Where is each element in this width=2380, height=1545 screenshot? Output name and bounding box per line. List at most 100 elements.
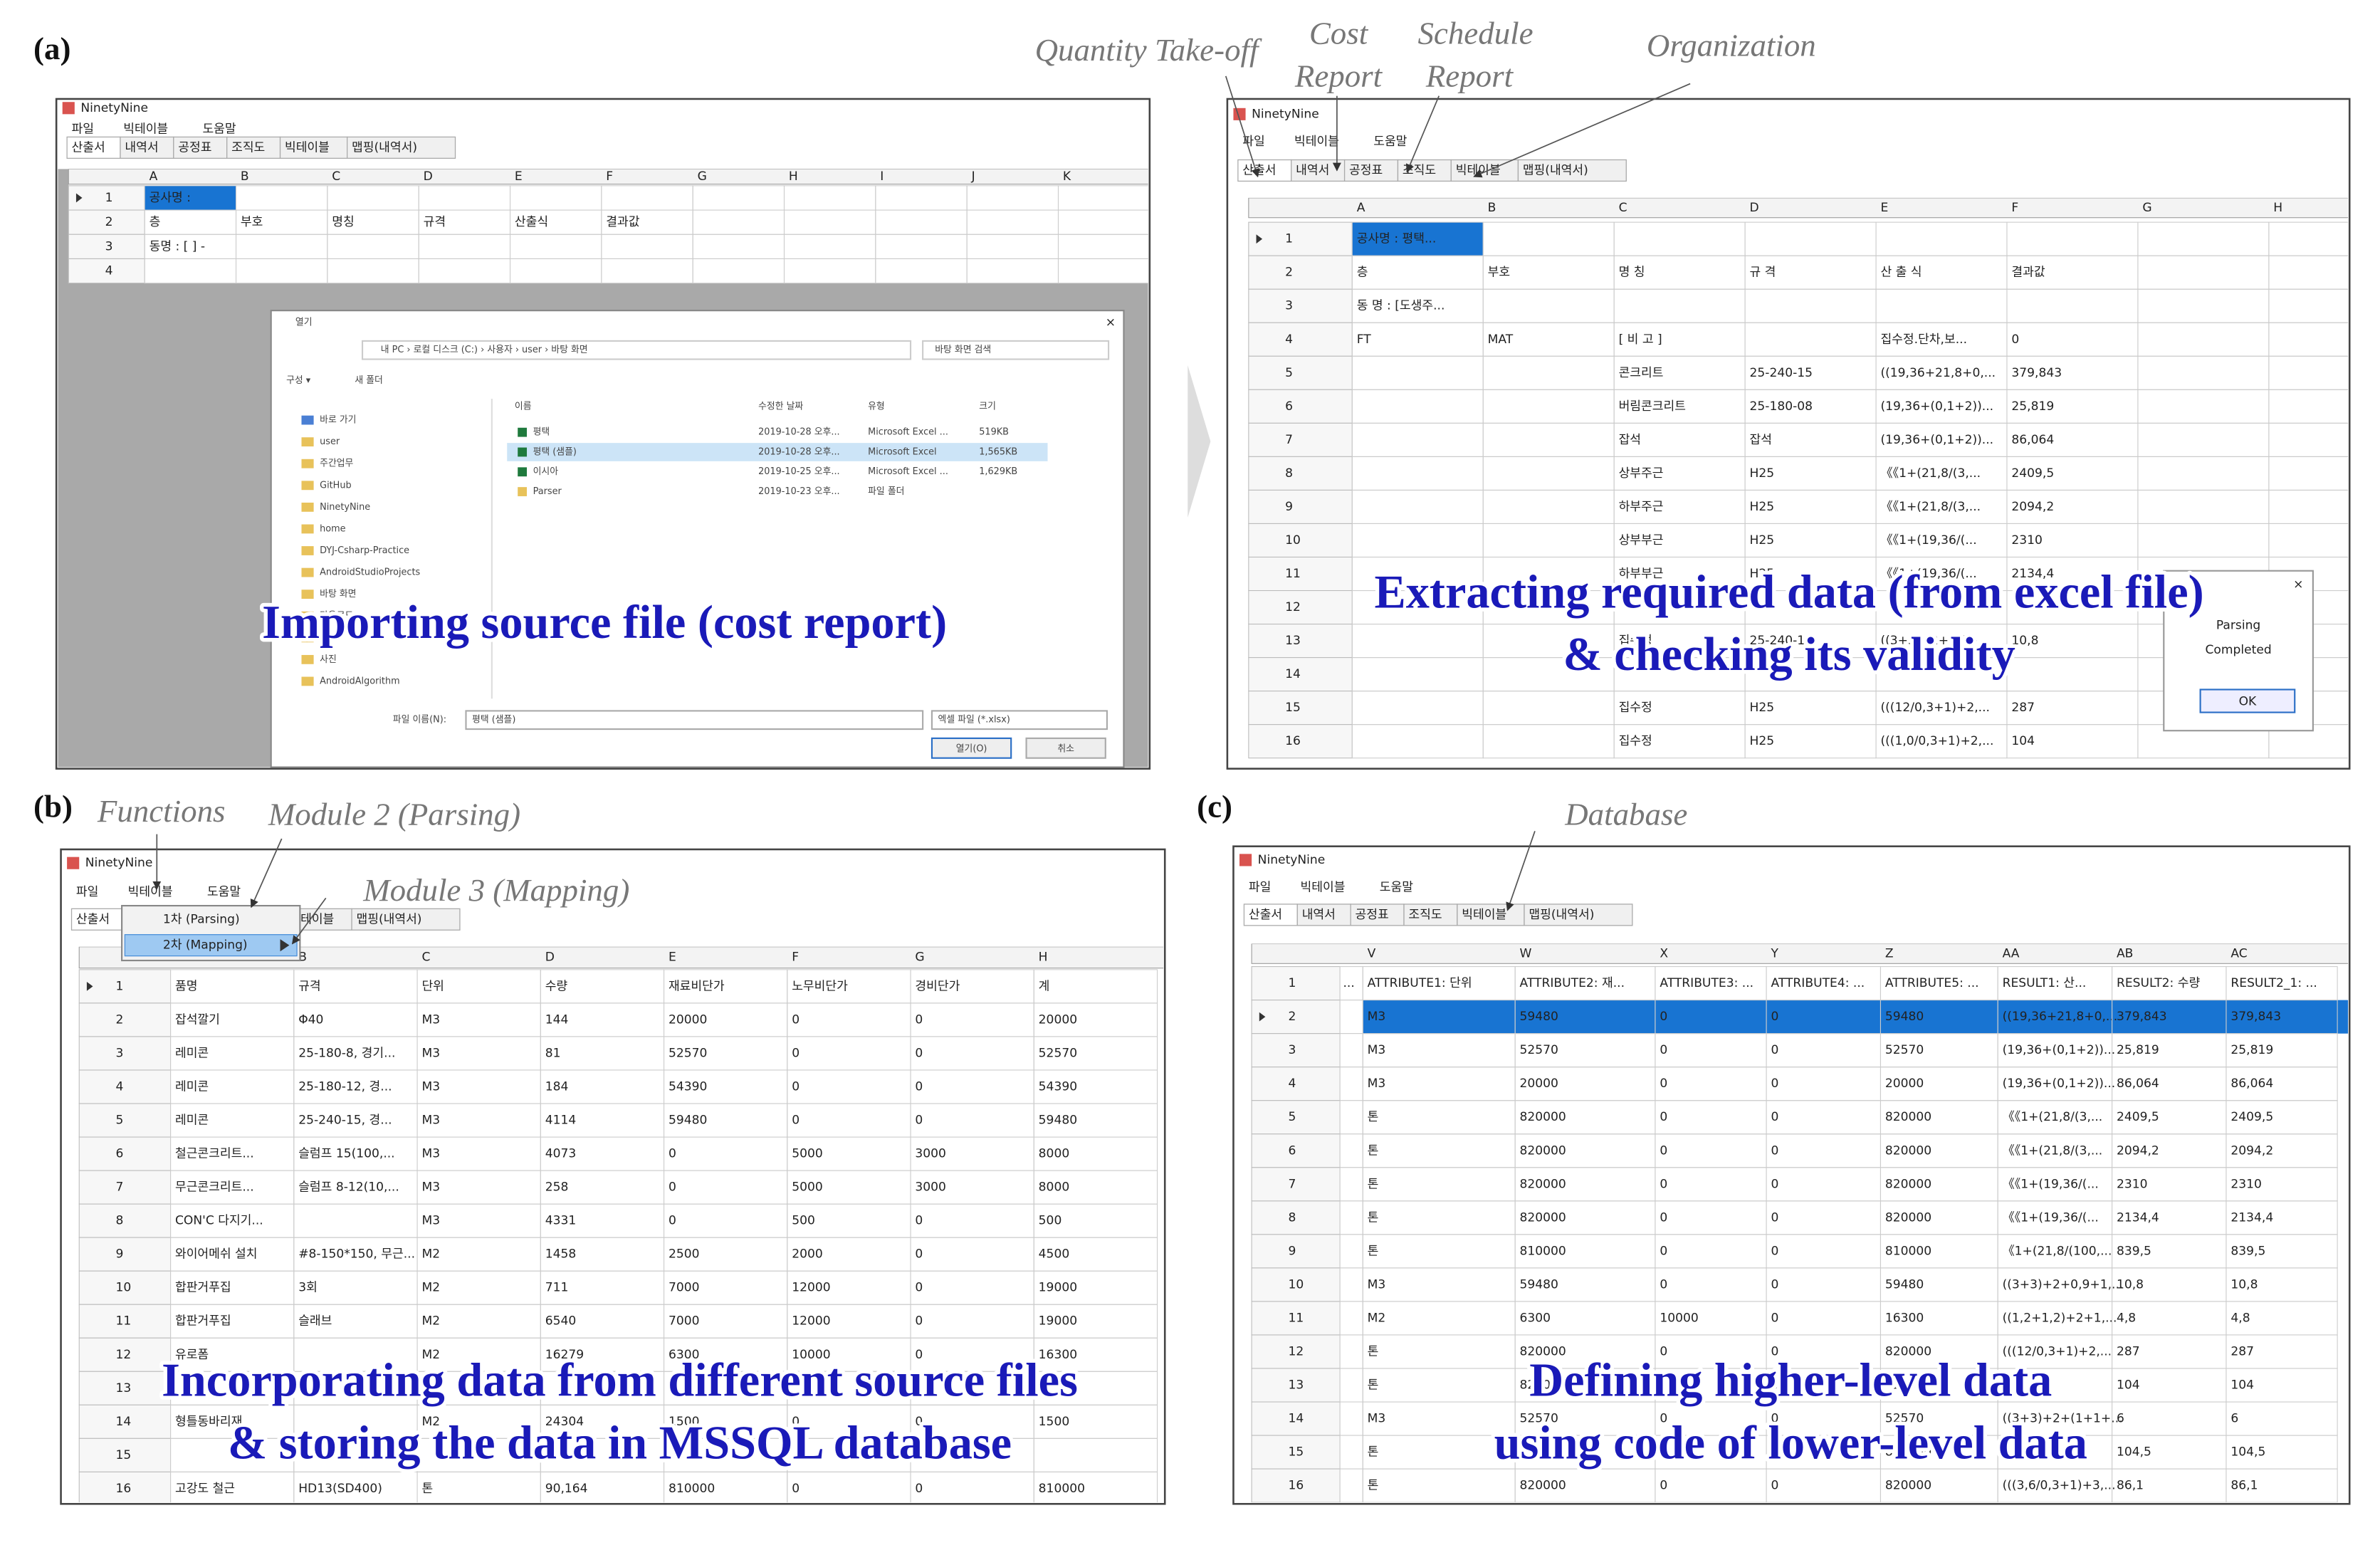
cell-text: 4114: [545, 1114, 577, 1128]
file-cell: 2019-10-28 오후...: [758, 446, 839, 457]
menu-item: 도움말: [1373, 135, 1407, 149]
tab: [226, 136, 281, 159]
lead-cell: [1339, 1067, 1363, 1101]
cell-text: 0: [1771, 1244, 1778, 1258]
row-header: [1248, 221, 1353, 256]
cell-text: 820000: [1885, 1177, 1931, 1191]
menu-option[interactable]: 1차 (Parsing): [163, 912, 240, 926]
column-header: D: [1750, 201, 1759, 215]
tab: [120, 136, 174, 159]
tab: [173, 136, 228, 159]
menu-item: 도움말: [202, 122, 236, 137]
row-number: 2: [1285, 266, 1293, 280]
row-header: [1248, 322, 1353, 357]
selected-file: [507, 443, 1048, 461]
row-number: 6: [116, 1147, 124, 1161]
column-header: F: [792, 950, 799, 965]
lead-cell: [1339, 1468, 1363, 1503]
cell-text: 19000: [1039, 1281, 1077, 1295]
cell-text: 258: [545, 1180, 569, 1195]
column-header: F: [2011, 201, 2018, 215]
cell-text: M3: [1368, 1412, 1386, 1426]
dialog-button[interactable]: [1025, 737, 1106, 759]
cell-text: 와이어메쉬 설치: [175, 1247, 258, 1262]
row-header: [1248, 691, 1353, 726]
cell-text: 상부부근: [1619, 533, 1664, 548]
cell-text: 379,843: [2230, 1010, 2281, 1024]
row-number: 4: [1285, 332, 1293, 347]
column-header: D: [545, 950, 555, 965]
cell-text: 12000: [792, 1314, 830, 1329]
menu-option[interactable]: 2차 (Mapping): [163, 938, 248, 953]
row-number: 7: [1288, 1177, 1296, 1191]
column-header: K: [1063, 169, 1071, 184]
column-header: E: [669, 950, 676, 965]
cell-text: 8000: [1039, 1180, 1070, 1195]
column-header: H: [1039, 950, 1048, 965]
cell-text: 레미콘: [175, 1079, 209, 1094]
cell-text: 104,5: [2230, 1445, 2265, 1460]
row-number: 13: [1288, 1378, 1304, 1393]
cell: [1057, 258, 1148, 284]
row-number: 8: [1285, 466, 1293, 481]
cell-text: 동 명 : [도생주...: [1357, 299, 1445, 313]
cell-text: 20000: [1520, 1077, 1558, 1091]
cell-text: 무근콘크리트...: [175, 1180, 254, 1195]
cell-text: 4073: [545, 1147, 577, 1161]
cell-text: 104,5: [2117, 1445, 2151, 1460]
row-number: 8: [1288, 1210, 1296, 1225]
cell-text: 슬럼프 8-12(10,...: [298, 1180, 399, 1195]
cell-text: 59480: [1039, 1114, 1077, 1128]
row-header: [78, 1371, 172, 1405]
dialog-button[interactable]: [930, 737, 1012, 759]
folder-icon: [301, 633, 314, 643]
tab-label: 맵핑(내역서): [356, 912, 421, 926]
column-header-row: [1251, 943, 2349, 964]
annotation-arrow: [1225, 75, 1260, 178]
sidebar-item: 주간업무: [320, 459, 353, 469]
cell-text: 2409,5: [2011, 466, 2054, 481]
lead-cell-text: ...: [1343, 976, 1354, 990]
cell-text: #8-150*150, 무근...: [298, 1247, 415, 1262]
cell-text: 《《1+(21,8/(3,...: [2003, 1110, 2103, 1124]
cell-text: 0: [1771, 1378, 1778, 1393]
cell-text: 2310: [2011, 533, 2043, 548]
tab-label: 산출서: [1249, 908, 1282, 922]
cell-text: 부호: [1488, 266, 1510, 280]
filename-label: 파일 이름(N):: [393, 715, 446, 726]
cell-text: 0: [1660, 1479, 1667, 1493]
caption: Extracting required data (from excel fil…: [1375, 566, 2204, 618]
cell-text: 10,8: [2011, 634, 2038, 648]
cell-text: (19,36+(0,1+2))...: [1880, 399, 1993, 414]
row-header: [1251, 1100, 1341, 1135]
column-header: F: [606, 169, 613, 184]
cell-text: 품명: [175, 979, 197, 993]
row-header: [1251, 1435, 1341, 1470]
cell-text: 《1+(21,8/(100,...: [2003, 1244, 2112, 1258]
sidebar-item: 문서: [320, 632, 337, 643]
row-number: 8: [116, 1214, 124, 1228]
row-header: [78, 969, 172, 1004]
search-placeholder: 바탕 화면 검색: [935, 345, 991, 355]
cell-text: 0: [1771, 1077, 1778, 1091]
popup-button[interactable]: [2199, 688, 2296, 713]
cell-text: 《《1+(19,36/(...: [2003, 1177, 2099, 1191]
row-header: [1248, 288, 1353, 323]
popup-message: Parsing: [2216, 619, 2260, 633]
cell-text: 4,8: [2117, 1311, 2136, 1325]
grid: ABCDEFGH1품명규격단위수량재료비단가노무비단가경비단가계2잡석깔기Φ40…: [62, 946, 1164, 1503]
tab: [1397, 159, 1452, 182]
cell-text: ATTRIBUTE4: ...: [1771, 976, 1865, 990]
column-header: C: [332, 169, 340, 184]
cell-text: 810000: [1520, 1244, 1566, 1258]
cell-text: 820000: [1885, 1344, 1931, 1358]
cell-text: 0: [1660, 1244, 1667, 1258]
grid: V W X Y Z AA AB AC 1... ATTRIBUTE1: 단위 ATTRIBUTE2:…: [1234, 943, 2349, 1503]
row-header: [68, 209, 145, 235]
toolbar-item: 구성 ▾: [286, 375, 311, 386]
tab: [351, 908, 461, 931]
cell-text: 820000: [1885, 1143, 1931, 1158]
tab-label: 내역서: [125, 140, 158, 154]
row-pointer: [1259, 1012, 1266, 1022]
cell-text: 59480: [1520, 1010, 1558, 1024]
